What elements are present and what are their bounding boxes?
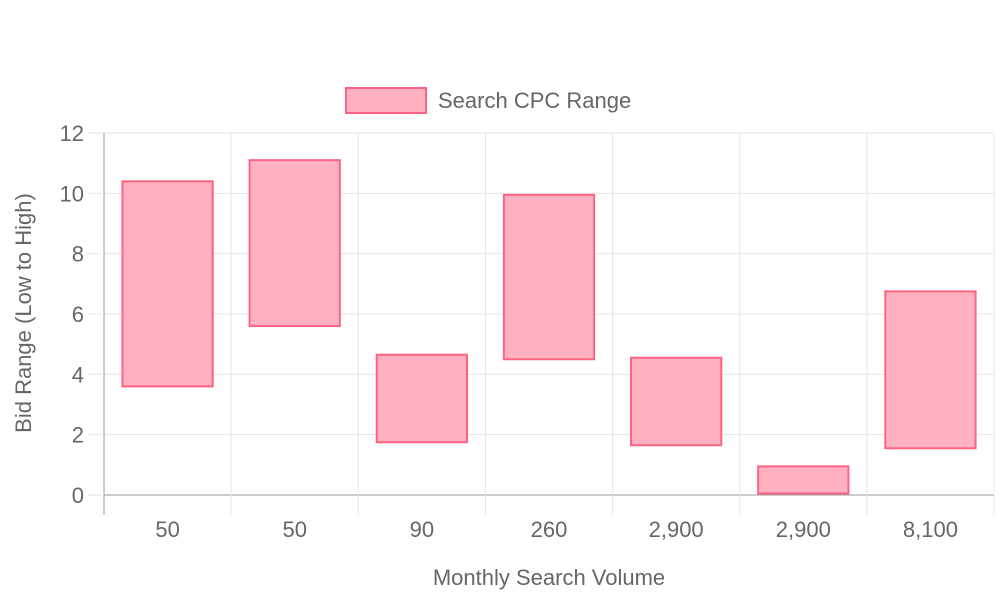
y-tick-label: 8 bbox=[72, 242, 84, 267]
range-bar[interactable] bbox=[502, 193, 596, 361]
range-bar[interactable] bbox=[375, 353, 468, 444]
y-tick-label: 4 bbox=[72, 362, 84, 387]
y-tick-label: 12 bbox=[60, 121, 84, 146]
range-bar[interactable] bbox=[757, 465, 850, 495]
range-bar[interactable] bbox=[121, 180, 214, 388]
y-tick-label: 2 bbox=[72, 423, 84, 448]
x-tick-label: 260 bbox=[531, 517, 568, 542]
x-tick-label: 90 bbox=[410, 517, 434, 542]
range-bar[interactable] bbox=[884, 290, 977, 450]
y-axis-title: Bid Range (Low to High) bbox=[11, 193, 36, 433]
range-bar[interactable] bbox=[248, 159, 341, 328]
x-axis-title: Monthly Search Volume bbox=[433, 565, 665, 590]
range-bar[interactable] bbox=[630, 356, 723, 447]
x-tick-label: 8,100 bbox=[903, 517, 958, 542]
x-tick-label: 2,900 bbox=[776, 517, 831, 542]
x-tick-label: 50 bbox=[155, 517, 179, 542]
legend-label: Search CPC Range bbox=[438, 88, 631, 113]
y-tick-label: 10 bbox=[60, 181, 84, 206]
legend-swatch bbox=[345, 87, 427, 114]
y-tick-label: 0 bbox=[72, 483, 84, 508]
legend[interactable]: Search CPC Range bbox=[345, 87, 631, 114]
x-tick-label: 50 bbox=[282, 517, 306, 542]
x-tick-label: 2,900 bbox=[649, 517, 704, 542]
bars bbox=[121, 159, 977, 495]
y-tick-label: 6 bbox=[72, 302, 84, 327]
axes: 0 2 4 6 8 10 12 50 50 90 260 2,900 2,900 8,100 bbox=[60, 121, 958, 542]
